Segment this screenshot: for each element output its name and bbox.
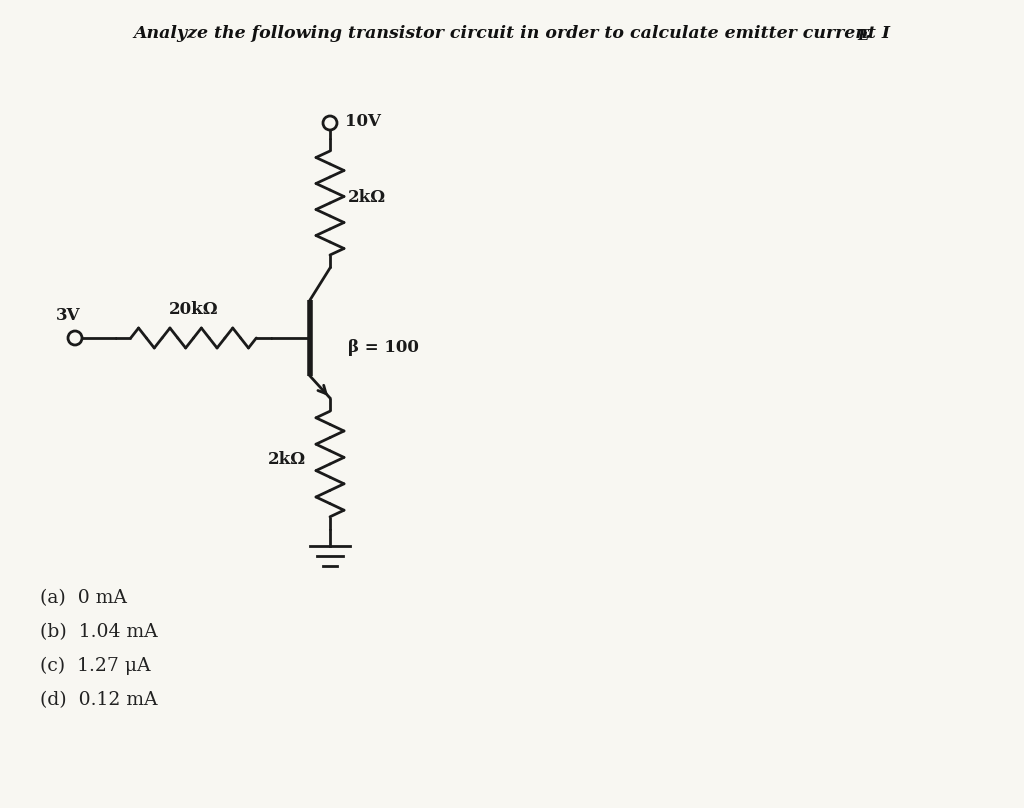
Text: 3V: 3V (55, 308, 80, 325)
Text: 2kΩ: 2kΩ (268, 451, 306, 468)
Text: (a)  0 mA: (a) 0 mA (40, 589, 127, 607)
Text: 10V: 10V (345, 112, 381, 129)
Text: (c)  1.27 μA: (c) 1.27 μA (40, 657, 151, 675)
Text: (b)  1.04 mA: (b) 1.04 mA (40, 623, 158, 641)
Text: β = 100: β = 100 (348, 339, 419, 356)
Text: E: E (857, 30, 868, 44)
Text: 20kΩ: 20kΩ (169, 301, 218, 318)
Text: (d)  0.12 mA: (d) 0.12 mA (40, 691, 158, 709)
Text: 2kΩ: 2kΩ (348, 190, 386, 207)
Text: .: . (865, 24, 871, 42)
Text: Analyze the following transistor circuit in order to calculate emitter current I: Analyze the following transistor circuit… (133, 24, 891, 41)
